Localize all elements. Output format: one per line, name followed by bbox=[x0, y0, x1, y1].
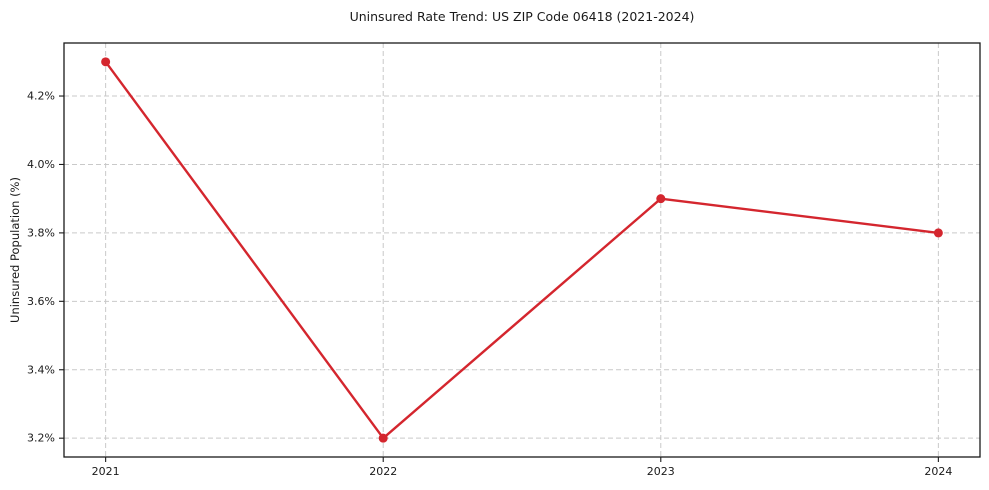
y-tick-label: 3.8% bbox=[27, 226, 55, 239]
y-tick-label: 4.2% bbox=[27, 90, 55, 103]
y-tick-label: 3.2% bbox=[27, 432, 55, 445]
data-point bbox=[101, 57, 111, 67]
y-axis-label: Uninsured Population (%) bbox=[8, 177, 22, 323]
data-point bbox=[378, 433, 388, 443]
trend-line bbox=[104, 60, 940, 440]
data-point bbox=[656, 194, 666, 204]
y-tick-label: 3.6% bbox=[27, 295, 55, 308]
y-tick-label: 4.0% bbox=[27, 158, 55, 171]
x-tick-label: 2024 bbox=[924, 465, 952, 478]
x-tick-label: 2023 bbox=[647, 465, 675, 478]
y-tick-label: 3.4% bbox=[27, 363, 55, 376]
data-point bbox=[933, 228, 943, 238]
plot-border bbox=[63, 42, 981, 458]
chart-title: Uninsured Rate Trend: US ZIP Code 06418 … bbox=[349, 9, 695, 24]
x-tick-label: 2021 bbox=[92, 465, 120, 478]
x-tick-label: 2022 bbox=[369, 465, 397, 478]
